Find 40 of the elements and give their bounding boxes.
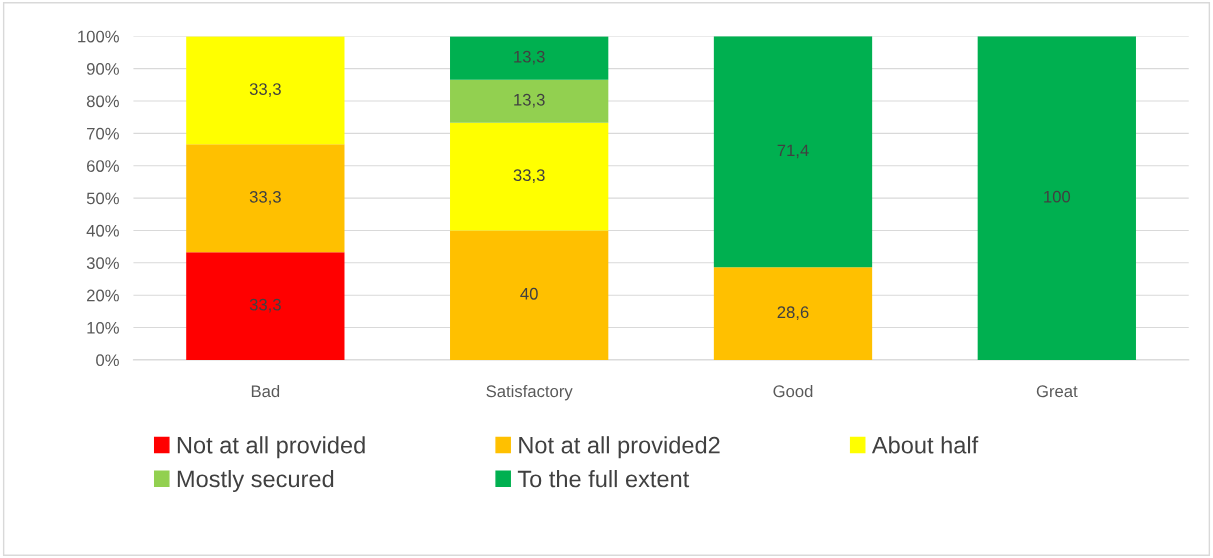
bar [450, 36, 609, 80]
bar [186, 144, 345, 253]
y-tick-label: 50% [86, 192, 119, 205]
y-tick-label: 30% [86, 257, 119, 270]
data-label: 71,4 [777, 144, 809, 159]
y-tick-label: 10% [87, 321, 119, 334]
x-tick-label: Good [773, 384, 813, 398]
data-label: 40 [520, 287, 538, 300]
x-tick-label: Bad [251, 384, 280, 398]
data-label: 100 [1044, 190, 1071, 203]
y-tick-label: 40% [86, 224, 119, 237]
bar [186, 36, 345, 145]
data-label: 13,3 [514, 50, 545, 65]
bar [713, 267, 873, 360]
y-tick-label: 0% [96, 354, 119, 367]
y-tick-label: 80% [86, 95, 119, 108]
bar [186, 252, 345, 360]
bar [977, 36, 1136, 360]
data-label: 33,3 [249, 190, 281, 205]
data-label: 28,6 [777, 306, 809, 321]
bar [450, 79, 609, 123]
y-tick-label: 60% [87, 160, 119, 172]
legend-label: Mostly secured [177, 469, 334, 492]
legend-label: To the full extent [517, 469, 690, 488]
y-tick-label: 20% [87, 289, 119, 302]
data-label: 13,3 [514, 93, 545, 108]
bar [713, 36, 873, 268]
data-label: 33,3 [249, 298, 281, 313]
legend-label: Not at all provided2 [519, 436, 720, 459]
y-tick-label: 100% [78, 30, 119, 43]
bar [450, 122, 609, 231]
bar [450, 230, 609, 360]
legend-label: Not at all provided [177, 436, 365, 459]
y-tick-label: 70% [87, 127, 119, 140]
data-label: 33,3 [513, 169, 545, 184]
data-label: 33,3 [249, 83, 281, 97]
y-tick-label: 90% [86, 63, 119, 75]
x-tick-label: Satisfactory [486, 384, 573, 401]
legend-label: About half [871, 436, 979, 454]
x-tick-label: Great [1036, 385, 1078, 398]
